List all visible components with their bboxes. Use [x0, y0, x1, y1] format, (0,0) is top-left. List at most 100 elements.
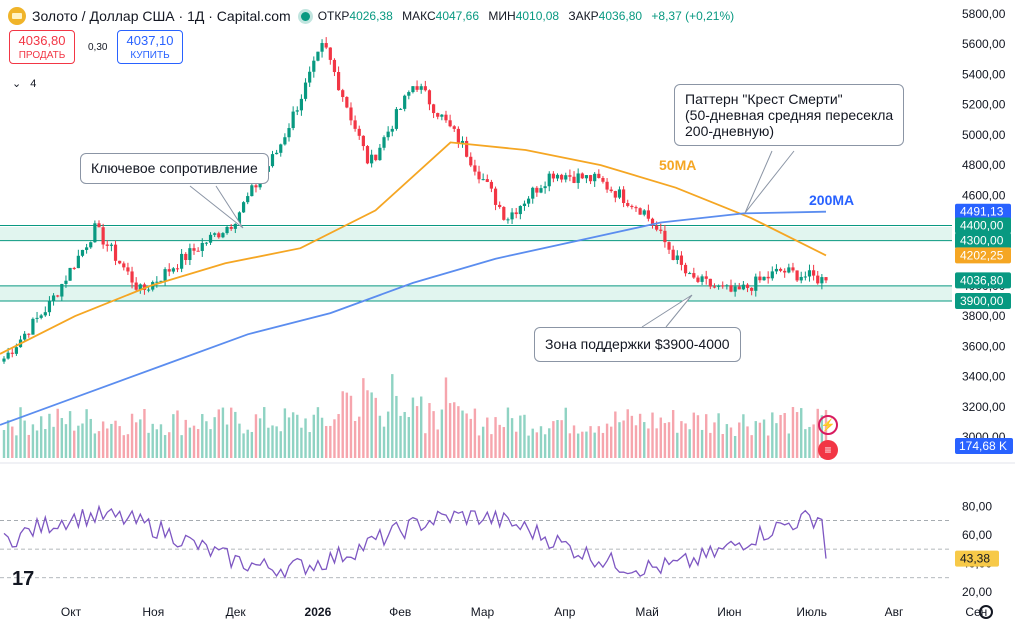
volume-bar	[519, 415, 522, 458]
volume-bar	[374, 397, 377, 458]
candle	[729, 285, 733, 292]
volume-bar	[258, 418, 262, 458]
candle	[750, 287, 754, 291]
volume-bar	[139, 419, 142, 458]
candle	[6, 352, 10, 359]
rsi-tick-label: 80,00	[962, 499, 992, 513]
candle	[436, 113, 440, 117]
volume-bar	[229, 407, 233, 458]
volume-bar	[713, 422, 716, 458]
candle	[250, 185, 254, 197]
alert-icon[interactable]: ⚡	[818, 415, 838, 435]
volume-bar	[382, 426, 386, 458]
candle	[89, 242, 93, 248]
volume-bar	[39, 416, 43, 458]
volume-bar	[163, 435, 167, 458]
price-tick-label: 3800,00	[962, 309, 1006, 323]
candle	[159, 280, 163, 282]
volume-bar	[110, 423, 113, 458]
candle	[663, 230, 667, 243]
volume-bar	[35, 430, 39, 458]
volume-bar	[213, 417, 216, 458]
volume-bar	[196, 429, 200, 458]
volume-bar	[626, 409, 629, 458]
price-tick-label: 3600,00	[962, 339, 1006, 353]
volume-bar	[159, 424, 163, 458]
candle	[700, 276, 704, 282]
volume-bar	[275, 426, 278, 458]
candle	[642, 210, 646, 215]
settings-icon[interactable]	[979, 605, 993, 619]
volume-bar	[324, 425, 328, 458]
price-marker-label: 3900,00	[960, 294, 1004, 308]
candle	[184, 253, 188, 260]
candle	[745, 284, 750, 288]
volume-bar	[502, 427, 506, 458]
candle	[336, 72, 341, 91]
candle	[316, 51, 320, 61]
volume-bar	[31, 424, 35, 458]
volume-bar	[118, 426, 121, 458]
volume-bar	[659, 417, 662, 458]
candle	[14, 347, 18, 354]
candle	[365, 146, 370, 164]
candle	[510, 212, 514, 220]
candle	[650, 218, 655, 226]
volume-bar	[762, 419, 766, 458]
candle	[568, 175, 572, 177]
volume-bar	[329, 425, 332, 458]
buy-button[interactable]: 4037,10 КУПИТЬ	[117, 30, 183, 64]
candle	[704, 276, 708, 279]
volume-bar	[733, 435, 737, 458]
volume-bar	[300, 427, 303, 458]
volume-bar	[576, 433, 580, 458]
volume-bar	[804, 429, 807, 458]
volume-bar	[700, 429, 704, 458]
candle	[448, 120, 452, 127]
candle	[130, 271, 134, 283]
candle	[824, 277, 828, 281]
rsi-tick-label: 60,00	[962, 528, 992, 542]
volume-bar	[432, 411, 435, 458]
indicators-toggle[interactable]: ⌄ 4	[12, 78, 37, 90]
candle	[646, 210, 650, 219]
sell-button[interactable]: 4036,80 ПРОДАТЬ	[9, 30, 75, 64]
candle	[543, 186, 547, 189]
volume-bar	[114, 420, 117, 458]
candle	[816, 275, 820, 284]
volume-bar	[180, 435, 183, 458]
volume-marker	[955, 438, 1013, 454]
candle	[80, 249, 85, 256]
volume-bar	[605, 423, 609, 458]
volume-bar	[73, 430, 76, 458]
volume-bar	[787, 433, 791, 458]
symbol-title[interactable]: Золото / Доллар США · 1Д · Capital.com	[32, 8, 291, 24]
volume-bar	[424, 433, 427, 458]
candle	[812, 270, 816, 276]
candle	[320, 43, 324, 52]
candle	[778, 268, 783, 271]
volume-bar	[556, 420, 559, 458]
candle	[31, 318, 35, 335]
volume-bar	[692, 412, 696, 458]
gold-coin-icon	[8, 7, 26, 25]
candle	[560, 174, 564, 180]
volume-bar	[820, 415, 824, 458]
candle	[142, 284, 147, 290]
price-marker	[955, 272, 1011, 289]
volume-bar	[77, 425, 80, 458]
candle	[547, 173, 551, 187]
economic-event-icon[interactable]: ≡	[818, 440, 838, 460]
volume-bar	[457, 406, 460, 458]
volume-bar	[11, 426, 14, 458]
candle	[493, 188, 498, 205]
candle	[76, 255, 80, 269]
candle	[171, 268, 175, 272]
candle	[35, 317, 39, 319]
candle	[105, 244, 109, 246]
candle	[696, 277, 700, 282]
price-marker	[955, 203, 1011, 220]
time-tick-label: Авг	[885, 605, 904, 619]
rsi-pane-bg	[0, 470, 952, 580]
